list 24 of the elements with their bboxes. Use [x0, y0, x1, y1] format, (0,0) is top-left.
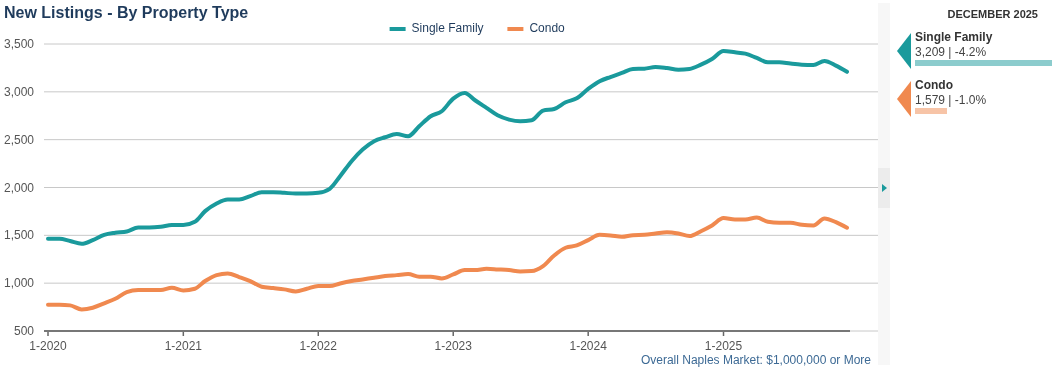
legend-label: Single Family — [411, 21, 484, 35]
x-tick-label: 1-2021 — [164, 339, 203, 353]
x-tick-label: 1-2022 — [299, 339, 338, 353]
y-tick-label: 1,000 — [3, 276, 35, 291]
text: Condo — [915, 78, 953, 92]
chart-title: New Listings - By Property Type — [4, 4, 249, 21]
y-tick-label: 1,500 — [3, 228, 35, 243]
line-series — [46, 48, 849, 246]
y-tick-label: 2,500 — [3, 132, 35, 147]
y-tick-label: 2,000 — [3, 180, 35, 195]
x-tick-label: 1-2020 — [29, 339, 67, 353]
line-series — [46, 215, 849, 312]
x-tick-label: 1-2025 — [704, 339, 743, 353]
y-tick-label: 500 — [13, 324, 35, 338]
text: 3,209 | -4.2% — [915, 45, 987, 59]
legend-label: Condo — [529, 21, 566, 35]
text: Overall Naples Market: $1,000,000 or More — [640, 353, 872, 367]
text: Single Family — [915, 30, 993, 44]
text: DECEMBER 2025 — [947, 8, 1038, 20]
x-tick-label: 1-2024 — [569, 339, 608, 353]
text: 1,579 | -1.0% — [915, 93, 987, 107]
y-tick-label: 3,500 — [3, 37, 35, 51]
y-tick-label: 3,000 — [3, 84, 35, 99]
x-tick-label: 1-2023 — [434, 339, 473, 353]
